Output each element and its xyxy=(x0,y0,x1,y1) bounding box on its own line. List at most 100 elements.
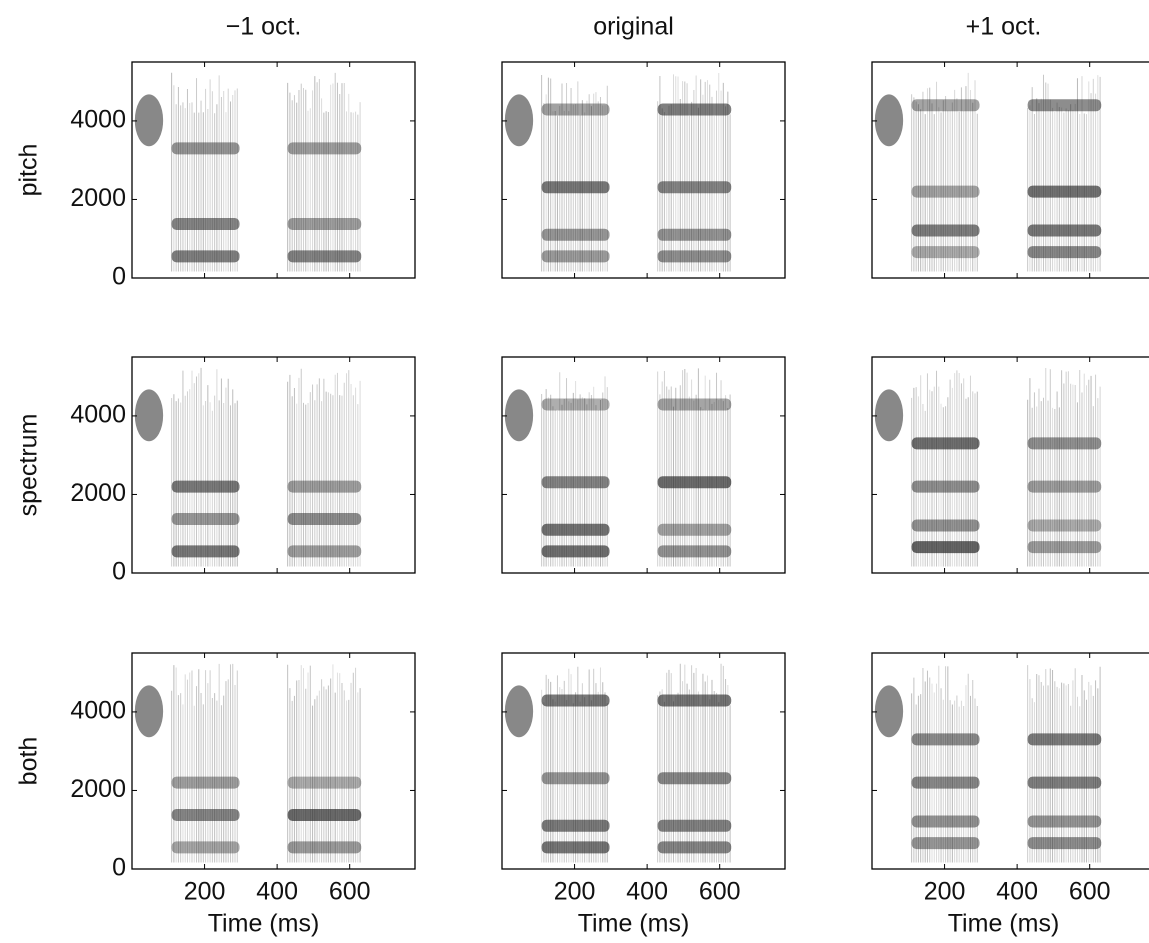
formant xyxy=(911,837,980,850)
y-tick-label: 2000 xyxy=(70,184,126,212)
formant xyxy=(541,772,610,785)
y-tick-label: 4000 xyxy=(70,401,126,429)
x-tick-label: 400 xyxy=(996,878,1038,906)
x-tick-label: 200 xyxy=(924,878,966,906)
formant xyxy=(541,523,610,536)
x-tick-label: 400 xyxy=(256,878,298,906)
formant xyxy=(171,142,240,155)
x-tick-label: 600 xyxy=(329,878,371,906)
burst xyxy=(134,389,164,442)
y-tick-label: 0 xyxy=(112,558,126,586)
formant xyxy=(1027,733,1102,746)
row-label: pitch xyxy=(15,144,43,197)
axes-frame xyxy=(871,356,1149,574)
spectrogram-image xyxy=(874,368,1102,567)
burst xyxy=(504,685,534,738)
formant xyxy=(657,523,732,536)
row-label: both xyxy=(15,737,43,786)
spectrogram-content xyxy=(874,665,1102,863)
formant xyxy=(657,772,732,785)
formant xyxy=(541,476,610,489)
formant xyxy=(911,224,980,237)
burst xyxy=(874,389,904,442)
formant xyxy=(1027,837,1102,850)
axes-frame xyxy=(501,356,786,574)
spectrogram-content xyxy=(874,72,1102,272)
formant xyxy=(541,694,610,707)
formant xyxy=(541,841,610,854)
formant xyxy=(657,398,732,411)
formant xyxy=(541,103,610,116)
axes-frame xyxy=(501,652,786,870)
formant xyxy=(657,250,732,263)
formant xyxy=(171,218,240,230)
spectrogram-content xyxy=(134,72,362,272)
axes-frame xyxy=(871,61,1149,279)
formant xyxy=(1027,776,1102,789)
burst xyxy=(134,685,164,738)
formant xyxy=(171,480,240,493)
formant xyxy=(287,776,362,789)
column-title: +1 oct. xyxy=(966,13,1042,41)
formant xyxy=(657,476,732,489)
burst xyxy=(874,685,904,738)
formant xyxy=(541,398,610,411)
formant xyxy=(171,841,240,854)
axes-frame xyxy=(501,61,786,279)
spectrogram-content xyxy=(504,663,732,863)
formant xyxy=(1027,185,1102,198)
x-axis-label: Time (ms) xyxy=(208,910,320,938)
spectrogram-image xyxy=(134,663,362,863)
formant xyxy=(911,437,980,450)
spectrogram-image xyxy=(504,368,732,567)
axes-frame xyxy=(131,356,416,574)
x-tick-label: 400 xyxy=(626,878,668,906)
burst xyxy=(874,94,904,147)
formant xyxy=(1027,541,1102,554)
formant xyxy=(287,218,362,230)
formant xyxy=(911,776,980,789)
formant xyxy=(911,246,980,259)
formant xyxy=(171,513,240,525)
column-title: −1 oct. xyxy=(226,13,302,41)
spectrogram-image xyxy=(504,72,732,272)
formant xyxy=(541,545,610,558)
formant xyxy=(287,480,362,493)
formant xyxy=(287,142,362,155)
formant xyxy=(657,228,732,241)
spectrogram-content xyxy=(134,663,362,863)
formant xyxy=(1027,437,1102,450)
formant xyxy=(287,545,362,558)
formant xyxy=(657,841,732,854)
formant xyxy=(287,513,362,525)
x-tick-label: 600 xyxy=(1069,878,1111,906)
formant xyxy=(1027,519,1102,532)
formant xyxy=(657,181,732,194)
x-tick-label: 200 xyxy=(554,878,596,906)
burst xyxy=(504,389,534,442)
formant xyxy=(171,250,240,263)
formant xyxy=(287,841,362,854)
formant xyxy=(1027,246,1102,259)
formant xyxy=(541,250,610,263)
x-tick-label: 200 xyxy=(184,878,226,906)
y-tick-label: 2000 xyxy=(70,479,126,507)
spectrogram-image xyxy=(134,367,362,567)
formant xyxy=(911,733,980,746)
y-tick-label: 2000 xyxy=(70,775,126,803)
y-tick-label: 0 xyxy=(112,854,126,882)
formant xyxy=(657,545,732,558)
formant xyxy=(657,694,732,707)
axes-frame xyxy=(131,652,416,870)
formant xyxy=(911,519,980,532)
row-label: spectrum xyxy=(15,414,43,517)
formant xyxy=(541,181,610,194)
formant xyxy=(171,545,240,558)
formant xyxy=(171,809,240,821)
y-tick-label: 0 xyxy=(112,263,126,291)
spectrogram-image xyxy=(874,665,1102,863)
formant xyxy=(911,480,980,493)
spectrogram-content xyxy=(874,368,1102,567)
spectrogram-image xyxy=(874,72,1102,272)
